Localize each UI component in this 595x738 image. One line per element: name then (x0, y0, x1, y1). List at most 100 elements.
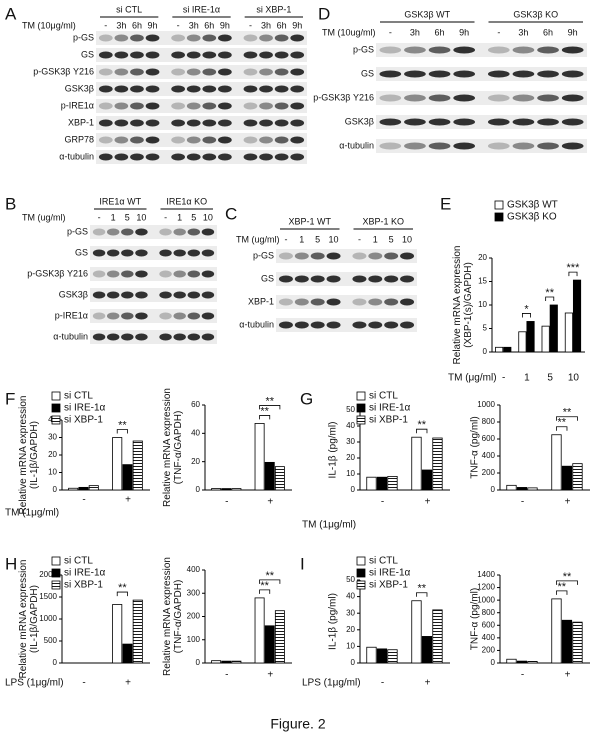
blot-band (512, 142, 535, 150)
blot-band (537, 46, 559, 54)
blot-band (384, 275, 399, 283)
y-tick-label: 10 (48, 468, 57, 477)
blot-band (106, 249, 120, 257)
significance-bracket (545, 296, 555, 301)
y-tick-label: 600 (482, 434, 496, 443)
bar (366, 646, 377, 664)
x-axis-label: TM (1μg/ml) (5, 508, 59, 519)
bar (264, 625, 275, 664)
row-label: GS (361, 68, 374, 78)
bar (376, 476, 388, 491)
blot-band (274, 34, 289, 42)
blot-band (135, 333, 148, 341)
y-axis-label: Relative mRNA expression (162, 388, 173, 507)
significance-label: ** (265, 395, 274, 407)
blot-band (561, 70, 584, 78)
blot-band (278, 321, 293, 329)
blot-band (145, 34, 160, 42)
blot-band (135, 270, 148, 278)
blot-band (310, 275, 325, 283)
y-tick-label: 800 (482, 417, 496, 426)
blot-band (537, 142, 559, 150)
row-label: GS (81, 49, 94, 59)
significance-label: ** (260, 580, 269, 592)
blot-band (278, 252, 293, 260)
blot-band (145, 68, 160, 76)
blot-band (243, 102, 258, 110)
y-tick-label: 40 (346, 592, 355, 601)
bar (572, 279, 582, 353)
legend-swatch (356, 580, 366, 590)
lane-label: 9h (292, 20, 302, 30)
lane-label: 6h (277, 20, 287, 30)
bar (527, 661, 538, 664)
blot-band (290, 136, 305, 144)
significance-bracket (556, 590, 568, 595)
significance-label: ** (260, 405, 269, 417)
blot-band (290, 68, 305, 76)
row-label: p-GSK3β Y216 (27, 268, 88, 278)
y-tick-label: 10 (478, 300, 487, 309)
blot-band (98, 119, 113, 127)
blot-band (561, 46, 584, 54)
blot-band (218, 119, 232, 127)
blot-band (202, 102, 217, 110)
blot-strip (376, 43, 587, 57)
blot-band (487, 94, 510, 102)
blot-band (171, 102, 185, 110)
blot-strip (276, 272, 417, 286)
y-tick-label: 2000 (39, 570, 57, 579)
legend-label: si CTL (369, 556, 398, 567)
blot-band (487, 142, 510, 150)
blot-strip (276, 318, 417, 332)
y-tick-label: 0 (491, 485, 496, 494)
y-tick-label: 0 (491, 658, 496, 667)
blot-band (187, 291, 201, 299)
significance-label: ** (417, 419, 426, 431)
blot-band (121, 312, 134, 320)
row-label: p-IRE1α (61, 100, 94, 110)
blot-band (379, 118, 402, 126)
blot-band (379, 46, 402, 54)
y-axis-label: (IL-1β/GAPDH) (29, 585, 40, 653)
lane-label: 9h (220, 20, 230, 30)
panel-letter: C (225, 204, 237, 223)
blot-band (326, 275, 341, 283)
blot-band (92, 291, 106, 299)
bar (551, 598, 562, 664)
group-label: IRE1α WT (99, 196, 141, 206)
x-tick-label: - (521, 497, 524, 508)
y-tick-label: 0 (53, 485, 58, 494)
x-tick-label: - (225, 670, 228, 681)
blot-band (259, 68, 273, 76)
blot-strip (376, 139, 587, 153)
bar (78, 486, 89, 491)
significance-bracket (416, 428, 428, 434)
blot-band (173, 333, 186, 341)
y-tick-label: 400 (187, 565, 201, 574)
y-axis-label: IL-1β (pg/ml) (328, 422, 339, 479)
blot-band (259, 34, 273, 42)
blot-band (171, 51, 185, 59)
blot-band (274, 68, 289, 76)
blot-band (561, 94, 584, 102)
blot-band (352, 252, 367, 260)
blot-band (173, 249, 186, 257)
y-tick-label: 30 (346, 437, 355, 446)
blot-band (243, 85, 258, 93)
significance-bracket (259, 579, 281, 584)
blot-band (537, 94, 559, 102)
blot-band (326, 321, 341, 329)
blot-band (453, 142, 476, 150)
y-tick-label: 500 (44, 636, 58, 645)
blot-band (114, 102, 129, 110)
x-tick-label: - (502, 373, 505, 384)
blot-band (274, 136, 289, 144)
blot-strip (90, 246, 217, 260)
blot-band (368, 252, 383, 260)
lane-label: 5 (191, 212, 196, 222)
blot-strip (376, 115, 587, 129)
lane-label: 1 (373, 234, 378, 244)
group-label: IRE1α KO (166, 196, 207, 206)
row-label: α-tubulin (59, 151, 94, 161)
